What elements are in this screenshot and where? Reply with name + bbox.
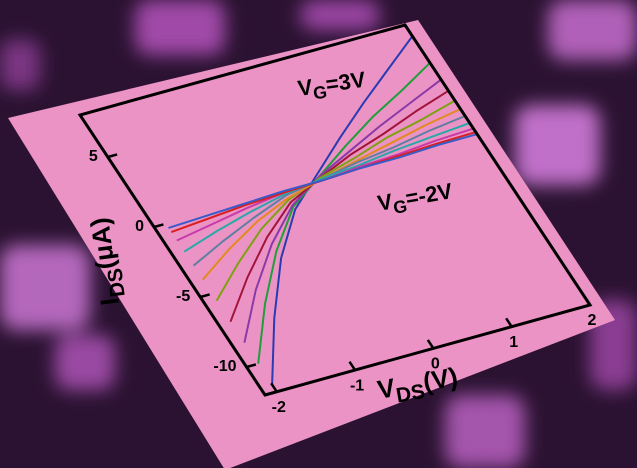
page: {"chart_data": { "type": "line", "x": [-… bbox=[0, 0, 637, 468]
blob bbox=[300, 0, 380, 30]
y-tick-label: -5 bbox=[176, 288, 190, 305]
blob bbox=[135, 0, 225, 55]
x-tick-label: -1 bbox=[350, 377, 364, 394]
y-tick-label: 0 bbox=[135, 218, 144, 235]
x-axis-label-part: (V) bbox=[421, 361, 460, 397]
x-tick-label: 2 bbox=[588, 312, 597, 329]
y-tick-label: -10 bbox=[213, 358, 236, 375]
blob bbox=[515, 105, 600, 185]
blob bbox=[0, 40, 40, 90]
y-axis-label-part: (μA) bbox=[84, 216, 120, 271]
blob bbox=[0, 245, 90, 330]
y-tick-label: 5 bbox=[89, 148, 98, 165]
y-axis-label-part: DS bbox=[103, 267, 129, 299]
x-tick-label: -2 bbox=[272, 399, 286, 416]
blob bbox=[55, 335, 115, 390]
blob bbox=[445, 395, 525, 468]
blob bbox=[548, 0, 637, 60]
x-tick-label: 1 bbox=[509, 334, 518, 351]
chart: -10-505-2-1012VDS(V)IDS(μA)VG=3VVG=-2V bbox=[0, 0, 637, 468]
